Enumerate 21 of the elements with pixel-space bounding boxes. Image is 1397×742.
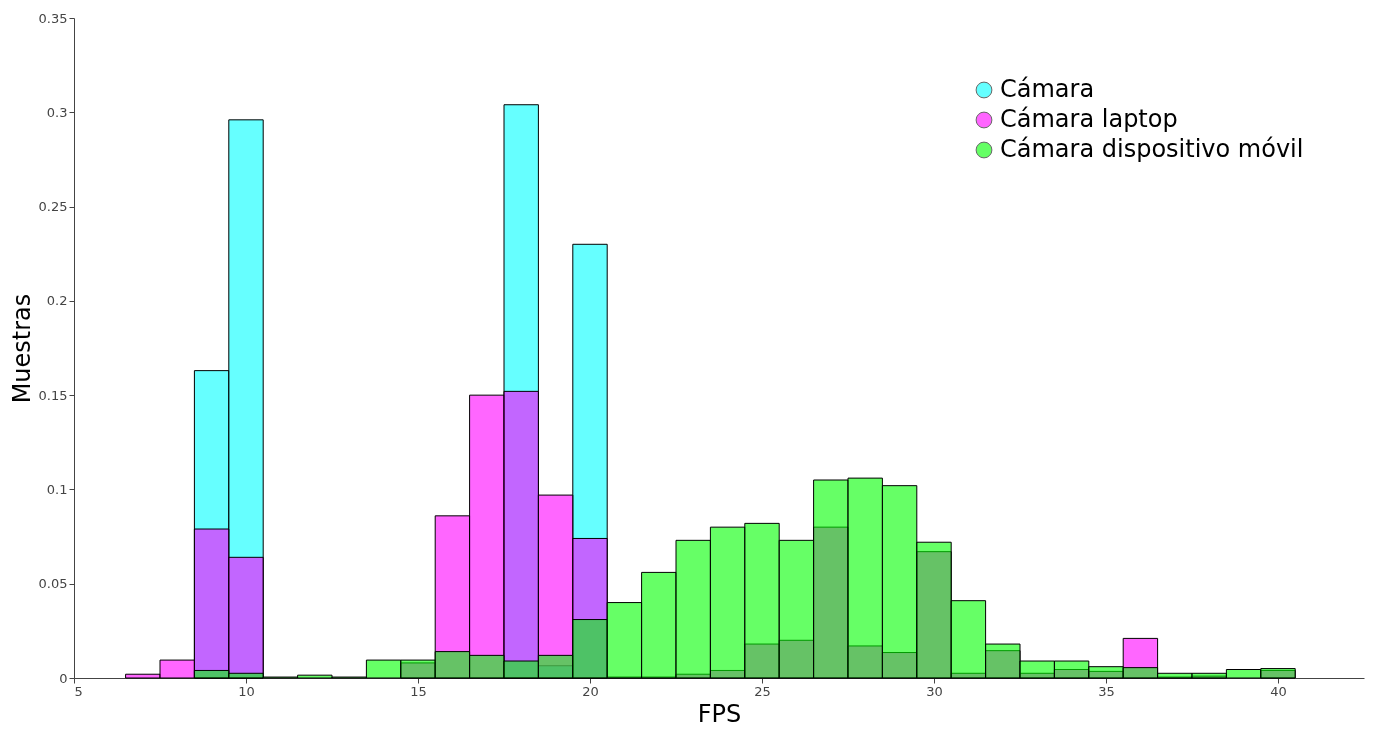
y-tick-label: 0.05 bbox=[38, 576, 68, 592]
x-tick-label: 35 bbox=[1098, 683, 1115, 699]
x-tick-label: 30 bbox=[926, 683, 943, 699]
legend-label: Cámara bbox=[1000, 75, 1095, 103]
y-tick-label: 0.35 bbox=[38, 10, 68, 26]
legend-label: Cámara dispositivo móvil bbox=[1000, 135, 1304, 163]
x-tick-label: 40 bbox=[1270, 683, 1287, 699]
y-tick-label: 0.2 bbox=[46, 293, 68, 309]
y-tick-label: 0 bbox=[59, 670, 68, 686]
y-tick-label: 0.3 bbox=[46, 104, 68, 120]
x-tick-label: 15 bbox=[410, 683, 427, 699]
x-tick-label: 25 bbox=[754, 683, 771, 699]
x-tick-label: 20 bbox=[582, 683, 599, 699]
x-tick-label: 5 bbox=[74, 683, 83, 699]
y-tick-label: 0.1 bbox=[46, 481, 68, 497]
legend-label: Cámara laptop bbox=[1000, 105, 1178, 133]
y-axis-title: Muestras bbox=[7, 293, 36, 404]
y-tick-label: 0.25 bbox=[38, 199, 68, 215]
x-axis-title: FPS bbox=[697, 699, 742, 728]
y-tick-label: 0.15 bbox=[38, 387, 68, 403]
x-tick-label: 10 bbox=[238, 683, 255, 699]
